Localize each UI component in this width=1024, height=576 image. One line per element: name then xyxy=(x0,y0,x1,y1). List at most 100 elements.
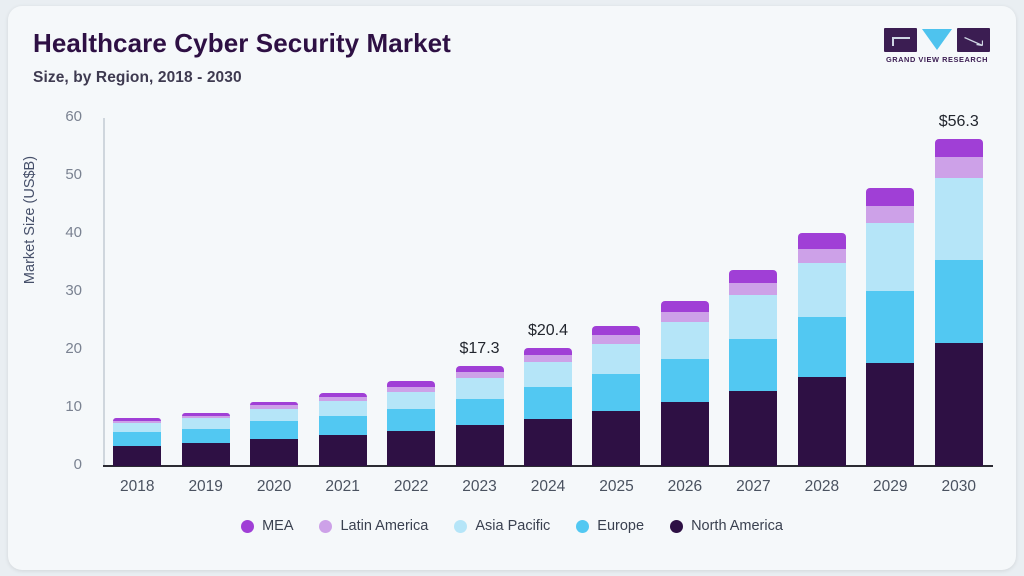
bar-segment[interactable] xyxy=(729,390,778,466)
logo-g-icon xyxy=(892,37,910,46)
bar-segment[interactable] xyxy=(113,418,162,421)
bar-segment[interactable] xyxy=(797,248,846,263)
bar-segment[interactable] xyxy=(592,410,641,466)
bar-segment[interactable] xyxy=(524,347,572,356)
bar-segment[interactable] xyxy=(455,365,504,373)
bar-segment[interactable] xyxy=(113,423,162,433)
bar-segment[interactable] xyxy=(660,401,709,466)
x-axis-tick-2020: 2020 xyxy=(256,478,292,495)
bar-segment[interactable] xyxy=(387,431,436,466)
x-axis-tick-2021: 2021 xyxy=(325,478,360,495)
legend-label: MEA xyxy=(262,518,294,534)
legend-item-europe[interactable]: Europe xyxy=(576,518,644,534)
bar-segment[interactable] xyxy=(660,311,709,322)
bar-column[interactable] xyxy=(250,401,299,466)
bar-column[interactable] xyxy=(181,412,230,466)
bar-segment[interactable] xyxy=(866,362,915,466)
bar-segment[interactable] xyxy=(797,233,846,249)
legend-item-mea[interactable]: MEA xyxy=(241,518,293,534)
bar-segment[interactable] xyxy=(866,222,915,291)
bar-segment[interactable] xyxy=(455,372,504,378)
bar-column[interactable] xyxy=(797,233,846,466)
bar-segment[interactable] xyxy=(729,294,778,339)
bar-column[interactable] xyxy=(318,392,367,466)
bar-segment[interactable] xyxy=(318,435,367,466)
chart-card: Healthcare Cyber Security Market Size, b… xyxy=(8,6,1016,570)
grand-view-research-logo: GRAND VIEW RESEARCH xyxy=(884,28,990,68)
bar-segment[interactable] xyxy=(318,415,367,436)
logo-g-block xyxy=(884,28,917,52)
bar-segment[interactable] xyxy=(455,425,504,466)
bar-segment[interactable] xyxy=(387,381,436,387)
bar-segment[interactable] xyxy=(797,263,846,317)
bar-segment[interactable] xyxy=(524,355,572,363)
bar-column[interactable] xyxy=(866,187,915,466)
bar-segment[interactable] xyxy=(934,139,983,158)
bar-column[interactable] xyxy=(660,301,709,466)
bar-segment[interactable] xyxy=(318,392,367,397)
bar-segment[interactable] xyxy=(113,432,162,446)
bar-segment[interactable] xyxy=(592,373,641,411)
chart-plot-area: Market Size (US$B) 0 10 20 30 40 50 60 2018 201… xyxy=(8,6,1016,570)
bar-segment[interactable] xyxy=(592,334,641,344)
bar-segment[interactable] xyxy=(797,377,846,466)
bar-column[interactable] xyxy=(113,418,162,466)
legend-swatch-icon xyxy=(241,519,255,533)
logo-marks xyxy=(884,28,990,52)
bar-segment[interactable] xyxy=(866,206,915,223)
bar-segment[interactable] xyxy=(729,282,778,295)
logo-v-triangle-icon xyxy=(922,29,952,50)
bar-segment[interactable] xyxy=(387,408,436,432)
bar-segment[interactable] xyxy=(934,157,983,178)
legend-item-latin-america[interactable]: Latin America xyxy=(319,518,428,534)
bar-column[interactable] xyxy=(592,326,641,466)
bar-segment[interactable] xyxy=(113,420,162,424)
bar-segment[interactable] xyxy=(866,290,915,363)
bar-segment[interactable] xyxy=(524,419,572,466)
bar-segment[interactable] xyxy=(318,397,367,402)
bar-column[interactable] xyxy=(387,381,436,466)
bar-segment[interactable] xyxy=(250,408,299,422)
bar-column[interactable] xyxy=(729,269,778,466)
bar-segment[interactable] xyxy=(455,377,504,399)
bar-segment[interactable] xyxy=(934,177,983,261)
legend-item-asia-pacific[interactable]: Asia Pacific xyxy=(454,518,550,534)
legend-swatch-icon xyxy=(454,519,468,533)
x-axis-tick-2024: 2024 xyxy=(530,478,566,495)
bar-segment[interactable] xyxy=(729,269,778,283)
x-axis-tick-2027: 2027 xyxy=(736,478,771,495)
bar-segment[interactable] xyxy=(250,405,299,409)
bar-segment[interactable] xyxy=(660,321,709,359)
bar-segment[interactable] xyxy=(387,386,436,392)
bar-segment[interactable] xyxy=(660,358,709,402)
bar-segment[interactable] xyxy=(455,398,504,426)
bar-segment[interactable] xyxy=(181,412,230,416)
bar-segment[interactable] xyxy=(524,362,572,388)
bar-column[interactable] xyxy=(524,347,572,466)
bar-segment[interactable] xyxy=(387,391,436,409)
bar-segment[interactable] xyxy=(113,445,162,466)
logo-wordmark: GRAND VIEW RESEARCH xyxy=(885,55,989,64)
bar-segment[interactable] xyxy=(250,421,299,439)
y-axis-line xyxy=(103,118,105,466)
bar-segment[interactable] xyxy=(318,401,367,416)
bar-segment[interactable] xyxy=(181,428,230,444)
bar-segment[interactable] xyxy=(181,418,230,429)
bar-segment[interactable] xyxy=(934,343,983,466)
legend-item-north-america[interactable]: North America xyxy=(670,518,783,534)
bar-segment[interactable] xyxy=(181,415,230,419)
bar-segment[interactable] xyxy=(729,339,778,391)
bar-segment[interactable] xyxy=(250,438,299,466)
bar-segment[interactable] xyxy=(181,443,230,466)
y-axis-tick-0: 0 xyxy=(73,456,82,473)
bar-segment[interactable] xyxy=(524,387,572,420)
bar-segment[interactable] xyxy=(592,343,641,374)
bar-column[interactable] xyxy=(455,365,504,466)
bar-segment[interactable] xyxy=(934,260,983,344)
bar-segment[interactable] xyxy=(866,187,915,207)
bar-segment[interactable] xyxy=(660,301,709,312)
bar-column[interactable] xyxy=(934,139,983,466)
bar-segment[interactable] xyxy=(250,401,299,406)
bar-segment[interactable] xyxy=(592,326,641,335)
bar-segment[interactable] xyxy=(797,316,846,378)
